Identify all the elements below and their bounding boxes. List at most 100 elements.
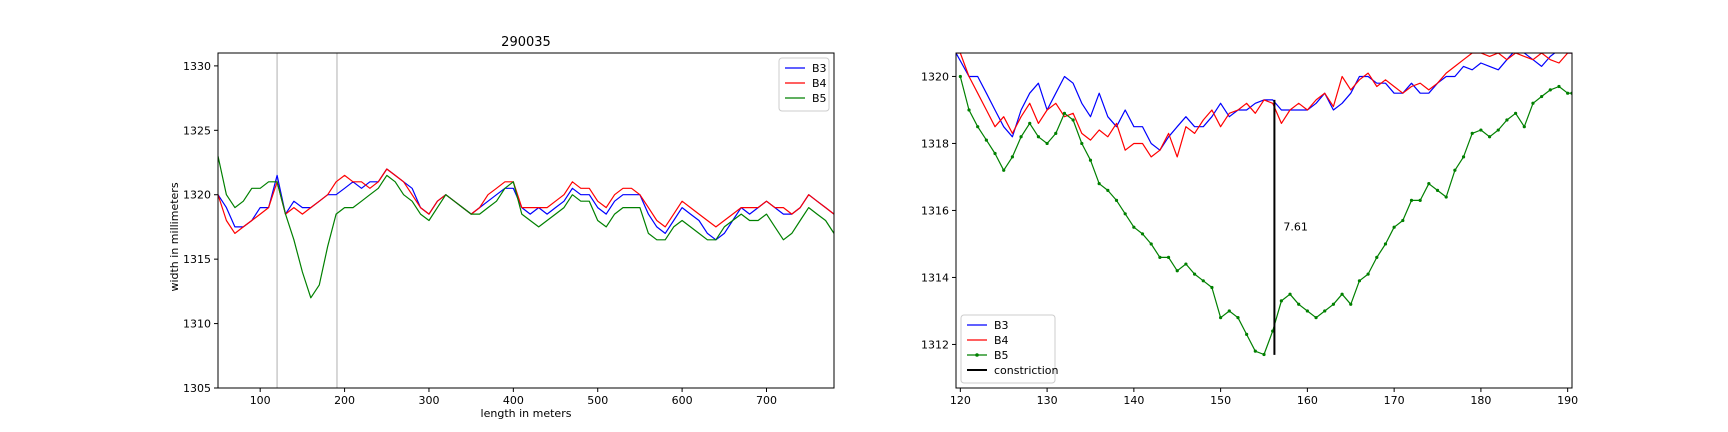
- series-point-b5: [1080, 141, 1084, 146]
- series-point-b5: [1158, 255, 1162, 259]
- series-point-b5: [1548, 88, 1552, 92]
- series-point-b5: [1097, 182, 1101, 186]
- series-point-b5: [1453, 168, 1457, 172]
- series-point-b5: [1409, 198, 1414, 202]
- legend-1: B3 B4 B5 constriction: [960, 314, 1059, 384]
- x-tick-label: 140: [1123, 394, 1144, 407]
- legend-0: B3 B4 B5: [778, 57, 830, 112]
- series-point-b5: [1540, 94, 1544, 99]
- series-point-b5: [1323, 309, 1327, 313]
- x-tick-label: 500: [587, 394, 608, 407]
- series-point-b5: [1401, 218, 1405, 223]
- series-point-b5: [1418, 198, 1422, 202]
- y-tick-label: 1310: [183, 318, 211, 331]
- x-tick-label: 150: [1210, 394, 1231, 407]
- series-line-b3: [956, 53, 1572, 151]
- series-point-b5: [1496, 128, 1500, 132]
- series-point-b5: [1383, 242, 1388, 246]
- series-point-b5: [1297, 302, 1301, 306]
- series-point-b5: [1366, 272, 1370, 276]
- series-point-b5: [958, 74, 962, 79]
- plot-area-0: [218, 155, 834, 299]
- series-point-b5: [1236, 316, 1240, 320]
- series-point-b5: [1470, 131, 1474, 135]
- series-point-b5: [1002, 168, 1006, 172]
- series-point-b5: [1132, 225, 1136, 229]
- x-tick-label: 600: [672, 394, 693, 407]
- series-point-b5: [976, 125, 980, 129]
- series-point-b5: [1227, 309, 1231, 313]
- series-point-b5: [1566, 91, 1570, 95]
- x-tick-label: 160: [1297, 394, 1318, 407]
- x-tick-label: 190: [1557, 394, 1578, 407]
- left-x-axis-label: length in meters: [481, 407, 572, 420]
- series-point-b5: [1427, 182, 1431, 186]
- series-point-b5: [1054, 131, 1058, 135]
- plot-frame-0: [217, 52, 835, 389]
- series-point-b5: [1010, 155, 1014, 159]
- series-point-b5: [1028, 121, 1032, 125]
- series-point-b5: [1219, 316, 1223, 320]
- series-point-b5: [1262, 352, 1266, 357]
- constriction-label: 7.61: [1283, 220, 1308, 233]
- series-point-b5: [1392, 225, 1396, 229]
- series-line-b4: [956, 53, 1572, 158]
- series-point-b5: [1522, 125, 1526, 129]
- series-point-b5: [1340, 292, 1344, 296]
- series-line-b4: [218, 168, 834, 234]
- series-point-b5: [1062, 111, 1067, 115]
- left-y-axis-label: width in millimeters: [168, 182, 181, 291]
- series-point-b5: [1479, 128, 1483, 132]
- series-point-b5: [1531, 101, 1535, 105]
- series-point-b5: [1375, 255, 1379, 259]
- legend-label-b4: B4: [994, 334, 1009, 347]
- x-tick-label: 180: [1470, 394, 1491, 407]
- series-point-b5: [1487, 135, 1492, 139]
- series-point-b5: [1045, 141, 1049, 146]
- y-tick-label: 1305: [183, 382, 211, 395]
- legend-label-constriction: constriction: [994, 364, 1059, 377]
- series-point-b5: [1245, 332, 1249, 336]
- series-point-b5: [1019, 135, 1023, 139]
- series-point-b5: [1461, 155, 1466, 159]
- x-tick-label: 120: [950, 394, 971, 407]
- series-point-b5: [1253, 349, 1257, 353]
- series-point-b5: [1557, 84, 1561, 89]
- series-point-b5: [1444, 195, 1448, 199]
- series-point-b5: [1106, 188, 1110, 192]
- x-tick-label: 700: [756, 394, 777, 407]
- legend-label-b4: B4: [812, 77, 827, 90]
- left-chart: 290035 length in meters width in millime…: [168, 35, 835, 420]
- y-tick-label: 1320: [921, 70, 949, 83]
- series-point-b5: [1279, 299, 1283, 303]
- x-tick-label: 200: [334, 394, 355, 407]
- series-point-b5: [1149, 242, 1153, 246]
- series-point-b5: [1192, 272, 1197, 276]
- y-tick-label: 1325: [183, 124, 211, 137]
- legend-label-b5: B5: [994, 349, 1009, 362]
- right-chart: 7.61 120 130 140 150 160 170 180 190 1312 1314 1316…: [921, 52, 1578, 407]
- series-point-b5: [1505, 118, 1509, 122]
- series-point-b5: [1088, 158, 1093, 162]
- legend-label-b3: B3: [812, 62, 827, 75]
- series-point-b5: [1314, 316, 1318, 320]
- y-tick-label: 1315: [183, 253, 211, 266]
- series-point-b5: [1435, 188, 1440, 192]
- y-tick-label: 1318: [921, 137, 949, 150]
- series-point-b5: [984, 138, 988, 142]
- series-point-b5: [1201, 279, 1205, 283]
- y-tick-label: 1330: [183, 60, 211, 73]
- y-tick-label: 1316: [921, 204, 949, 217]
- x-tick-label: 100: [250, 394, 271, 407]
- series-point-b5: [1514, 111, 1518, 115]
- series-line-b5: [218, 155, 834, 299]
- series-point-b5: [1114, 198, 1119, 202]
- legend-frame: [960, 314, 1056, 384]
- left-chart-title: 290035: [501, 35, 551, 50]
- series-point-b5: [1071, 118, 1075, 122]
- series-point-b5: [1184, 262, 1188, 266]
- series-point-b5: [1305, 309, 1309, 313]
- y-tick-label: 1312: [921, 338, 949, 351]
- plot-frame-1: [955, 52, 1573, 389]
- legend-marker-b5: [975, 353, 979, 357]
